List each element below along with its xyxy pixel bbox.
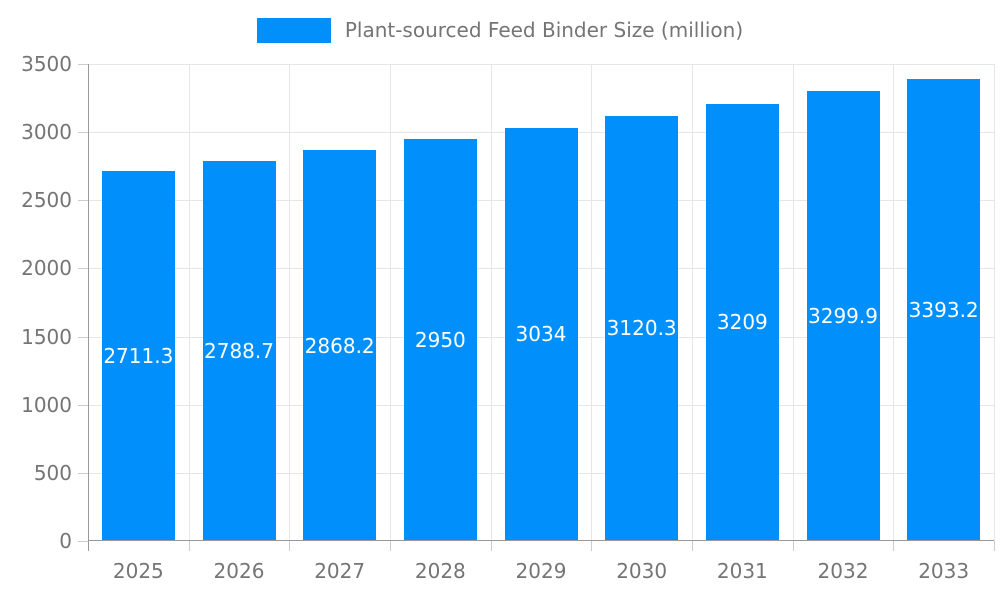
y-axis-tick (78, 336, 88, 338)
x-axis-category-label: 2033 (918, 559, 970, 583)
y-axis-tick-label: 0 (59, 529, 72, 553)
y-axis-tick-label: 2500 (21, 188, 72, 213)
gridline-horizontal (88, 64, 994, 65)
x-axis-tick (490, 541, 492, 551)
y-axis-tick-label: 3500 (21, 52, 72, 76)
bar-value-label: 2868.2 (304, 333, 375, 358)
x-axis-tick (591, 541, 593, 551)
x-axis-category-label: 2032 (817, 559, 869, 583)
y-axis-tick-label: 3000 (21, 120, 72, 145)
bar-2031[interactable] (705, 103, 779, 541)
gridline-vertical (692, 64, 693, 541)
bar-2028[interactable] (403, 138, 477, 541)
x-axis-tick (390, 541, 391, 551)
bar-2032[interactable] (806, 91, 880, 541)
y-axis-tick-label: 1500 (21, 324, 72, 349)
bar-value-label: 3209 (716, 310, 768, 335)
gridline-vertical (490, 64, 492, 541)
bar-2025[interactable] (101, 171, 175, 541)
gridline-vertical (994, 64, 995, 541)
y-axis-tick (78, 404, 88, 406)
y-axis-tick (78, 132, 88, 134)
legend-swatch (256, 18, 331, 43)
bar-value-label: 2950 (414, 327, 466, 352)
gridline-vertical (390, 64, 391, 541)
x-axis-category-label: 2028 (414, 559, 466, 583)
bar-value-label: 3393.2 (908, 297, 979, 322)
x-axis-tick (792, 541, 794, 551)
x-axis-tick (994, 541, 995, 551)
bar-value-label: 3120.3 (606, 316, 677, 341)
bar-value-label: 2788.7 (204, 338, 274, 363)
legend-series-label: Plant-sourced Feed Binder Size (million) (344, 18, 744, 42)
gridline-vertical (289, 64, 291, 541)
y-axis-tick (78, 541, 88, 542)
y-axis-tick (78, 268, 88, 270)
bar-2029[interactable] (504, 127, 578, 541)
bar-2027[interactable] (303, 150, 377, 541)
gridline-vertical (893, 64, 895, 541)
y-axis-tick (78, 200, 88, 202)
x-axis-category-label: 2027 (314, 559, 366, 583)
bar-2030[interactable] (605, 115, 679, 541)
bar-2026[interactable] (202, 160, 276, 541)
y-axis-tick-label: 1000 (21, 392, 72, 417)
x-axis-tick (289, 541, 291, 551)
y-axis-line (88, 64, 89, 551)
y-axis-tick-label: 500 (33, 460, 72, 485)
y-axis-tick-label: 2000 (21, 256, 72, 281)
y-axis-tick (78, 472, 88, 474)
x-axis-line (88, 540, 994, 541)
x-axis-category-label: 2025 (112, 559, 164, 583)
y-axis-tick (78, 64, 88, 65)
x-axis-category-label: 2031 (716, 559, 768, 583)
bar-value-label: 3034 (515, 322, 567, 347)
legend-item[interactable]: Plant-sourced Feed Binder Size (million) (0, 17, 1000, 44)
x-axis-category-label: 2026 (213, 559, 265, 583)
bar-value-label: 2711.3 (103, 344, 174, 369)
x-axis-tick (692, 541, 693, 551)
plot-area: 2711.3 2788.7 2868.2 2950 3034 3120.3 3209 3299… (88, 64, 995, 541)
bar-2033[interactable] (907, 78, 981, 541)
gridline-vertical (792, 64, 794, 541)
x-axis-category-label: 2029 (515, 559, 567, 583)
gridline-vertical (188, 64, 190, 541)
x-axis-tick (188, 541, 190, 551)
x-axis-category-label: 2030 (616, 559, 668, 583)
x-axis-tick (893, 541, 895, 551)
bar-value-label: 3299.9 (808, 304, 878, 329)
gridline-vertical (591, 64, 593, 541)
